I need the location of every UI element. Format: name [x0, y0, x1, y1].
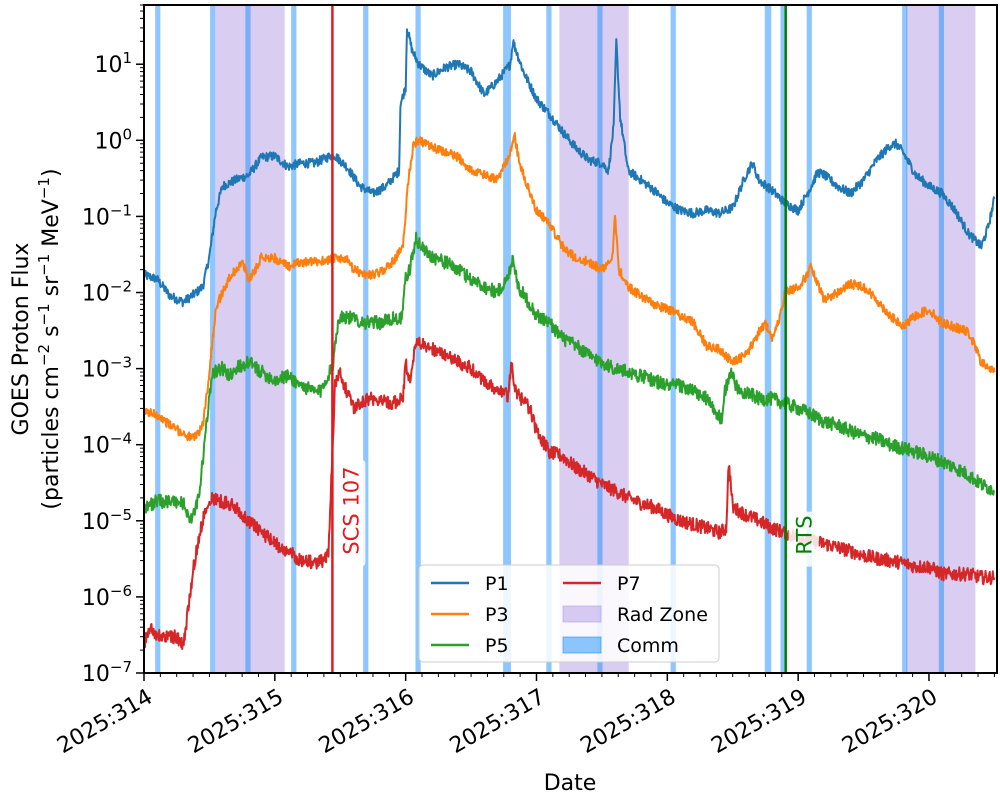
series-line-p1 [144, 28, 996, 308]
x-axis-label: Date [544, 771, 597, 796]
comm-band [902, 5, 908, 673]
y-tick-label: 100 [94, 125, 132, 154]
legend-label: Comm [617, 635, 679, 657]
legend-swatch-rad-zone [562, 605, 602, 623]
comm-band [670, 5, 676, 673]
vline-label-box [335, 459, 366, 567]
comm-band [764, 5, 772, 673]
legend-label: P5 [485, 635, 509, 657]
comm-band [546, 5, 552, 673]
comm-band [780, 5, 786, 673]
legend-label: P7 [617, 573, 641, 595]
legend-swatch-comm [562, 636, 602, 654]
comm-band [363, 5, 369, 673]
comm-band [291, 5, 297, 673]
y-tick-label: 10−6 [82, 582, 132, 611]
series-line-p7 [144, 336, 996, 650]
y-tick-label: 10−3 [82, 354, 132, 383]
comm-band [597, 5, 603, 673]
comm-band [155, 5, 161, 673]
vline-label: SCS 107 [339, 467, 363, 555]
y-tick-label: 10−2 [82, 278, 132, 307]
y-tick-label: 101 [94, 49, 132, 78]
y-axis-label: GOES Proton Flux [9, 243, 34, 436]
y-tick-label: 10−1 [82, 201, 132, 230]
y-tick-label: 10−4 [82, 430, 132, 459]
legend-label: P1 [485, 573, 509, 595]
y-tick-label: 10−5 [82, 506, 132, 535]
legend-label: P3 [485, 604, 509, 626]
plot-frame [143, 4, 998, 674]
y-tick-label: 10−7 [82, 658, 132, 687]
vline-label-box [788, 511, 819, 567]
comm-band [245, 5, 251, 673]
vline-label: RTS [793, 515, 817, 554]
comm-band [938, 5, 945, 673]
comm-band [806, 5, 812, 673]
legend-label: Rad Zone [617, 604, 708, 626]
series-line-p3 [144, 132, 996, 442]
series-line-p5 [144, 231, 995, 524]
comm-band [503, 5, 511, 673]
y-axis-label-units: (particles cm−2 s−1 sr−1 MeV−1) [35, 168, 64, 509]
